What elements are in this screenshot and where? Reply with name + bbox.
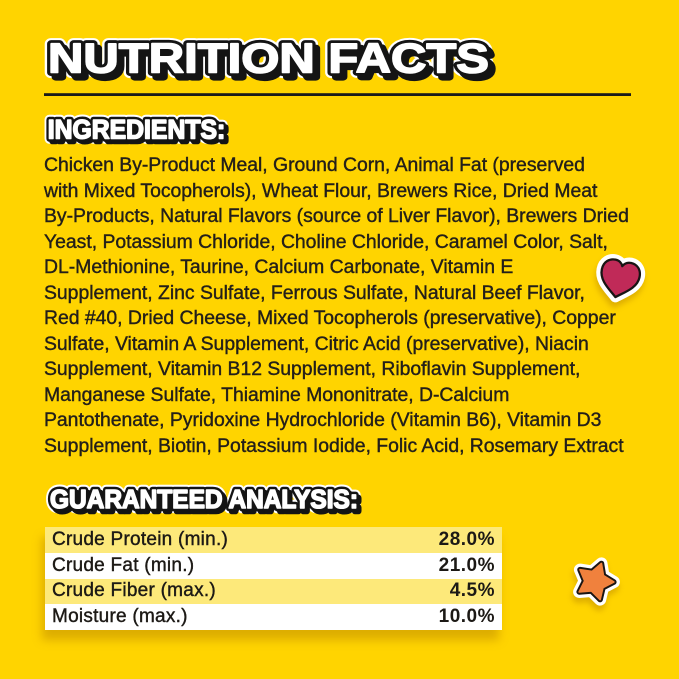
svg-text:NUTRITION FACTS: NUTRITION FACTS [48, 34, 489, 81]
svg-text:INGREDIENTS:: INGREDIENTS: [48, 114, 225, 144]
svg-text:INGREDIENTS:: INGREDIENTS: [51, 117, 228, 147]
svg-text:NUTRITION FACTS: NUTRITION FACTS [48, 34, 489, 81]
svg-text:GUARANTEED ANALYSIS:: GUARANTEED ANALYSIS: [50, 484, 358, 514]
svg-text:NUTRITION FACTS: NUTRITION FACTS [48, 34, 489, 81]
svg-text:GUARANTEED ANALYSIS:: GUARANTEED ANALYSIS: [53, 487, 361, 517]
svg-text:GUARANTEED ANALYSIS:: GUARANTEED ANALYSIS: [50, 484, 358, 514]
svg-text:GUARANTEED ANALYSIS:: GUARANTEED ANALYSIS: [50, 484, 358, 514]
svg-text:INGREDIENTS:: INGREDIENTS: [48, 114, 225, 144]
svg-text:INGREDIENTS:: INGREDIENTS: [48, 114, 225, 144]
svg-text:NUTRITION FACTS: NUTRITION FACTS [53, 39, 494, 86]
